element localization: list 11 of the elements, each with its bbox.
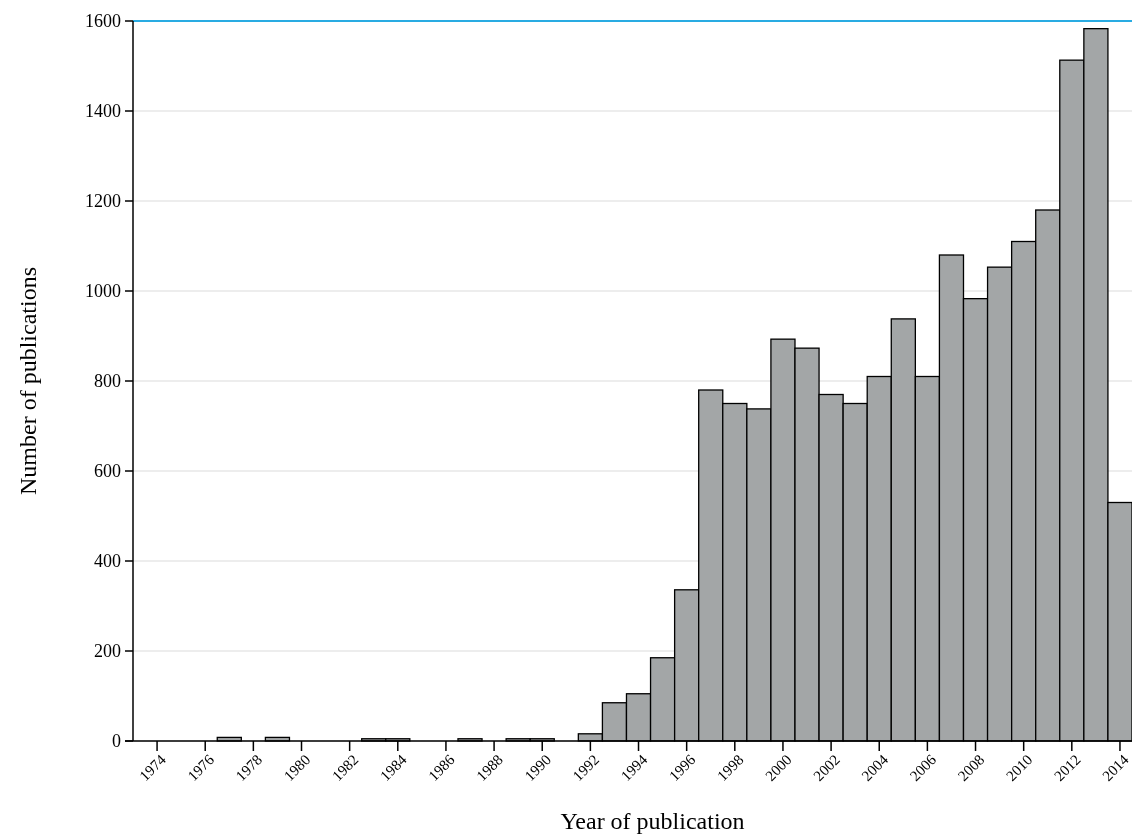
y-tick-label: 0 [112,731,121,752]
y-tick-label: 600 [94,461,121,482]
y-tick-label: 1600 [85,11,121,32]
y-tick-label: 200 [94,641,121,662]
y-tick-label: 800 [94,371,121,392]
y-tick-label: 1400 [85,101,121,122]
y-tick-label: 400 [94,551,121,572]
x-axis-title: Year of publication [560,808,745,834]
y-tick-label: 1000 [85,281,121,302]
y-tick-label: 1200 [85,191,121,212]
y-axis-title: Number of publications [15,267,41,495]
